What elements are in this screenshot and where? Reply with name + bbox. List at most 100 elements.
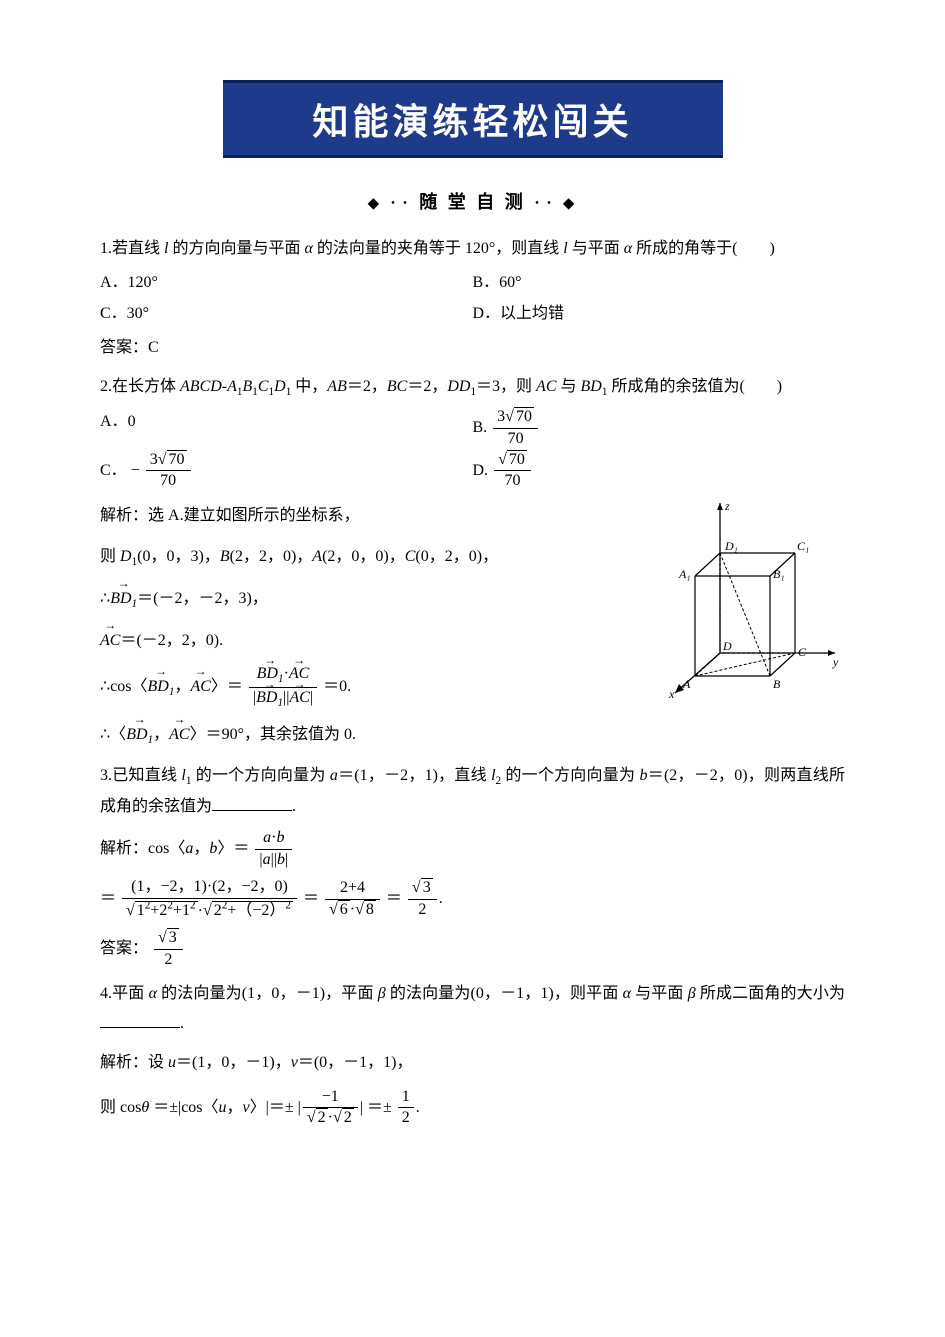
q3-frac2: (1，−2，1)·(2，−2，0) 12+22+12·22+（−2）2 <box>122 877 297 922</box>
q4-half-den: 2 <box>398 1108 414 1129</box>
svg-text:B: B <box>773 677 781 691</box>
q2-ac-val: ＝(－2，2，0). <box>120 632 223 649</box>
q2-optD-frac: 70 70 <box>494 450 531 493</box>
q1-optD: D．以上均错 <box>473 299 846 329</box>
q2-cos-prefix: ∴cos〈 <box>100 678 148 695</box>
svg-text:y: y <box>832 655 839 669</box>
section-title: 随 堂 自 测 <box>419 192 526 212</box>
dots-right: • • <box>535 198 554 209</box>
question-3: 3.已知直线 l1 的一个方向向量为 a＝(1，－2，1)，直线 l2 的一个方… <box>100 761 845 971</box>
q2-sol-coords: 则 D1(0，0，3)，B(2，2，0)，A(2，0，0)，C(0，2，0)， <box>100 548 498 565</box>
q1-answer-value: C <box>148 339 159 356</box>
q2-final-mid: 〉＝90°，其余弦值为 0. <box>190 726 356 743</box>
title-banner-text: 知能演练轻松闯关 <box>312 101 632 142</box>
q2-cos-eq: ＝0. <box>323 678 351 695</box>
q2-optC: C． − 370 70 <box>100 450 473 493</box>
q2-optB-den: 70 <box>493 429 538 450</box>
svg-text:C₁: C₁ <box>797 539 809 553</box>
q4-text: 4.平面 α 的法向量为(1，0，－1)，平面 β 的法向量为(0，－1，1)，… <box>100 979 845 1040</box>
q2-optB-num: 3 <box>497 408 505 425</box>
q3-frac4: 3 2 <box>408 878 437 921</box>
q4-body: 平面 α 的法向量为(1，0，－1)，平面 β 的法向量为(0，－1，1)，则平… <box>112 985 845 1002</box>
q2-optD-den: 70 <box>494 471 531 492</box>
section-header: ◆ • • 随 堂 自 测 • • ◆ <box>100 188 845 214</box>
q2-sol-line2: 则 D1(0，0，3)，B(2，2，0)，A(2，0，0)，C(0，2，0)， <box>100 539 655 575</box>
q2-bd1-val: ＝(－2，－2，3)， <box>137 590 268 607</box>
svg-text:x: x <box>668 687 675 698</box>
q2-sol-line1: 解析：选 A.建立如图所示的坐标系， <box>100 498 655 533</box>
q2-body: 在长方体 ABCD-A1B1C1D1 中，AB＝2，BC＝2，DD1＝3，则 A… <box>112 378 782 395</box>
q2-sol-cos: ∴cos〈BD1，AC〉＝ BD1·AC |BD1||AC| ＝0. <box>100 664 655 711</box>
q4-frac1: −1 2·2 <box>303 1087 358 1130</box>
q1-body: 若直线 l 的方向向量与平面 α 的法向量的夹角等于 120°，则直线 l 与平… <box>112 240 775 257</box>
q4-sol-end: ＝± <box>367 1098 392 1115</box>
q3-ans-den: 2 <box>154 950 183 971</box>
q3-eq3-den: 2 <box>408 900 437 921</box>
q3-answer-label: 答案： <box>100 940 148 957</box>
svg-text:D₁: D₁ <box>724 539 738 553</box>
q2-sol-text1: 建立如图所示的坐标系， <box>184 507 360 524</box>
q3-cos-expr: cos〈a，b〉＝ <box>148 840 249 857</box>
q2-sol-choice: 选 A. <box>148 507 184 524</box>
q1-text: 1.若直线 l 的方向向量与平面 α 的法向量的夹角等于 120°，则直线 l … <box>100 234 845 264</box>
q3-sol-line2: ＝ (1，−2，1)·(2，−2，0) 12+22+12·22+（−2）2 ＝ … <box>100 877 845 922</box>
svg-text:B₁: B₁ <box>773 567 785 581</box>
q2-optB-frac: 3 70 70 <box>493 407 538 450</box>
q1-optC: C．30° <box>100 299 473 329</box>
q4-number: 4. <box>100 985 112 1002</box>
q2-optA-val: 0 <box>128 413 136 430</box>
q2-optA: A．0 <box>100 407 473 450</box>
svg-text:A: A <box>682 677 691 691</box>
svg-text:D: D <box>722 639 732 653</box>
q4-den-b: 2 <box>342 1108 354 1126</box>
q3-number: 3. <box>100 767 112 784</box>
q3-blank <box>212 795 292 811</box>
q3-sol-label: 解析： <box>100 840 148 857</box>
q1-answer-label: 答案： <box>100 339 148 356</box>
q2-cos-comma: ， <box>174 678 190 695</box>
svg-text:A₁: A₁ <box>678 567 691 581</box>
vec-ac: AC <box>100 623 120 658</box>
q2-optC-label: C． <box>100 462 127 479</box>
q2-sol-final: ∴〈BD1，AC〉＝90°，其余弦值为 0. <box>100 717 655 753</box>
q2-optA-label: A． <box>100 413 128 430</box>
q2-optB: B. 3 70 70 <box>473 407 846 450</box>
question-1: 1.若直线 l 的方向向量与平面 α 的法向量的夹角等于 120°，则直线 l … <box>100 234 845 364</box>
q2-number: 2. <box>100 378 112 395</box>
q4-sol-label: 解析： <box>100 1054 148 1071</box>
q2-optC-sqrt: 70 <box>167 450 187 468</box>
q3-frac3: 2+4 6·8 <box>325 878 380 921</box>
diamond-left: ◆ <box>368 196 382 211</box>
q3-ans-frac: 3 2 <box>154 928 183 971</box>
q1-optB: B．60° <box>473 268 846 298</box>
vec-bd1-2: BD1 <box>148 669 175 705</box>
q4-frac2: 1 2 <box>398 1087 414 1130</box>
q3-answer: 答案： 3 2 <box>100 928 845 971</box>
q4-period: . <box>416 1098 420 1115</box>
q2-optC-num: 3 <box>150 451 158 468</box>
q3-eq2-num: 2+4 <box>325 878 380 900</box>
vec-ac-3: AC <box>169 717 189 752</box>
question-2: 2.在长方体 ABCD-A1B1C1D1 中，AB＝2，BC＝2，DD1＝3，则… <box>100 372 845 753</box>
q2-optD-label: D. <box>473 462 489 479</box>
q2-final-prefix: ∴〈 <box>100 726 126 743</box>
q2-cos-frac: BD1·AC |BD1||AC| <box>249 664 317 711</box>
q2-optB-sqrt: 70 <box>514 407 534 425</box>
q1-number: 1. <box>100 240 112 257</box>
q4-frac-num: −1 <box>303 1087 358 1109</box>
q3-eq3-sqrt: 3 <box>421 878 433 896</box>
dots-left: • • <box>391 198 410 209</box>
q4-then: 则 cosθ ＝±|cos〈u，v〉|＝± <box>100 1098 294 1115</box>
q2-sol-bd1: ∴BD1＝(－2，－2，3)， <box>100 581 655 617</box>
q1-answer: 答案：C <box>100 333 845 363</box>
q3-den-l: 6 <box>338 900 350 918</box>
title-banner: 知能演练轻松闯关 <box>223 80 723 158</box>
q2-optC-den: 70 <box>146 471 191 492</box>
q2-optB-label: B. <box>473 419 488 436</box>
q2-text: 2.在长方体 ABCD-A1B1C1D1 中，AB＝2，BC＝2，DD1＝3，则… <box>100 372 845 403</box>
q2-sol-ac: AC＝(－2，2，0). <box>100 623 655 658</box>
q3-ans-sqrt: 3 <box>167 928 179 946</box>
vec-ac-2: AC <box>190 669 210 704</box>
q4-half-num: 1 <box>398 1087 414 1109</box>
q2-optC-frac: 3 70 70 <box>146 450 191 493</box>
